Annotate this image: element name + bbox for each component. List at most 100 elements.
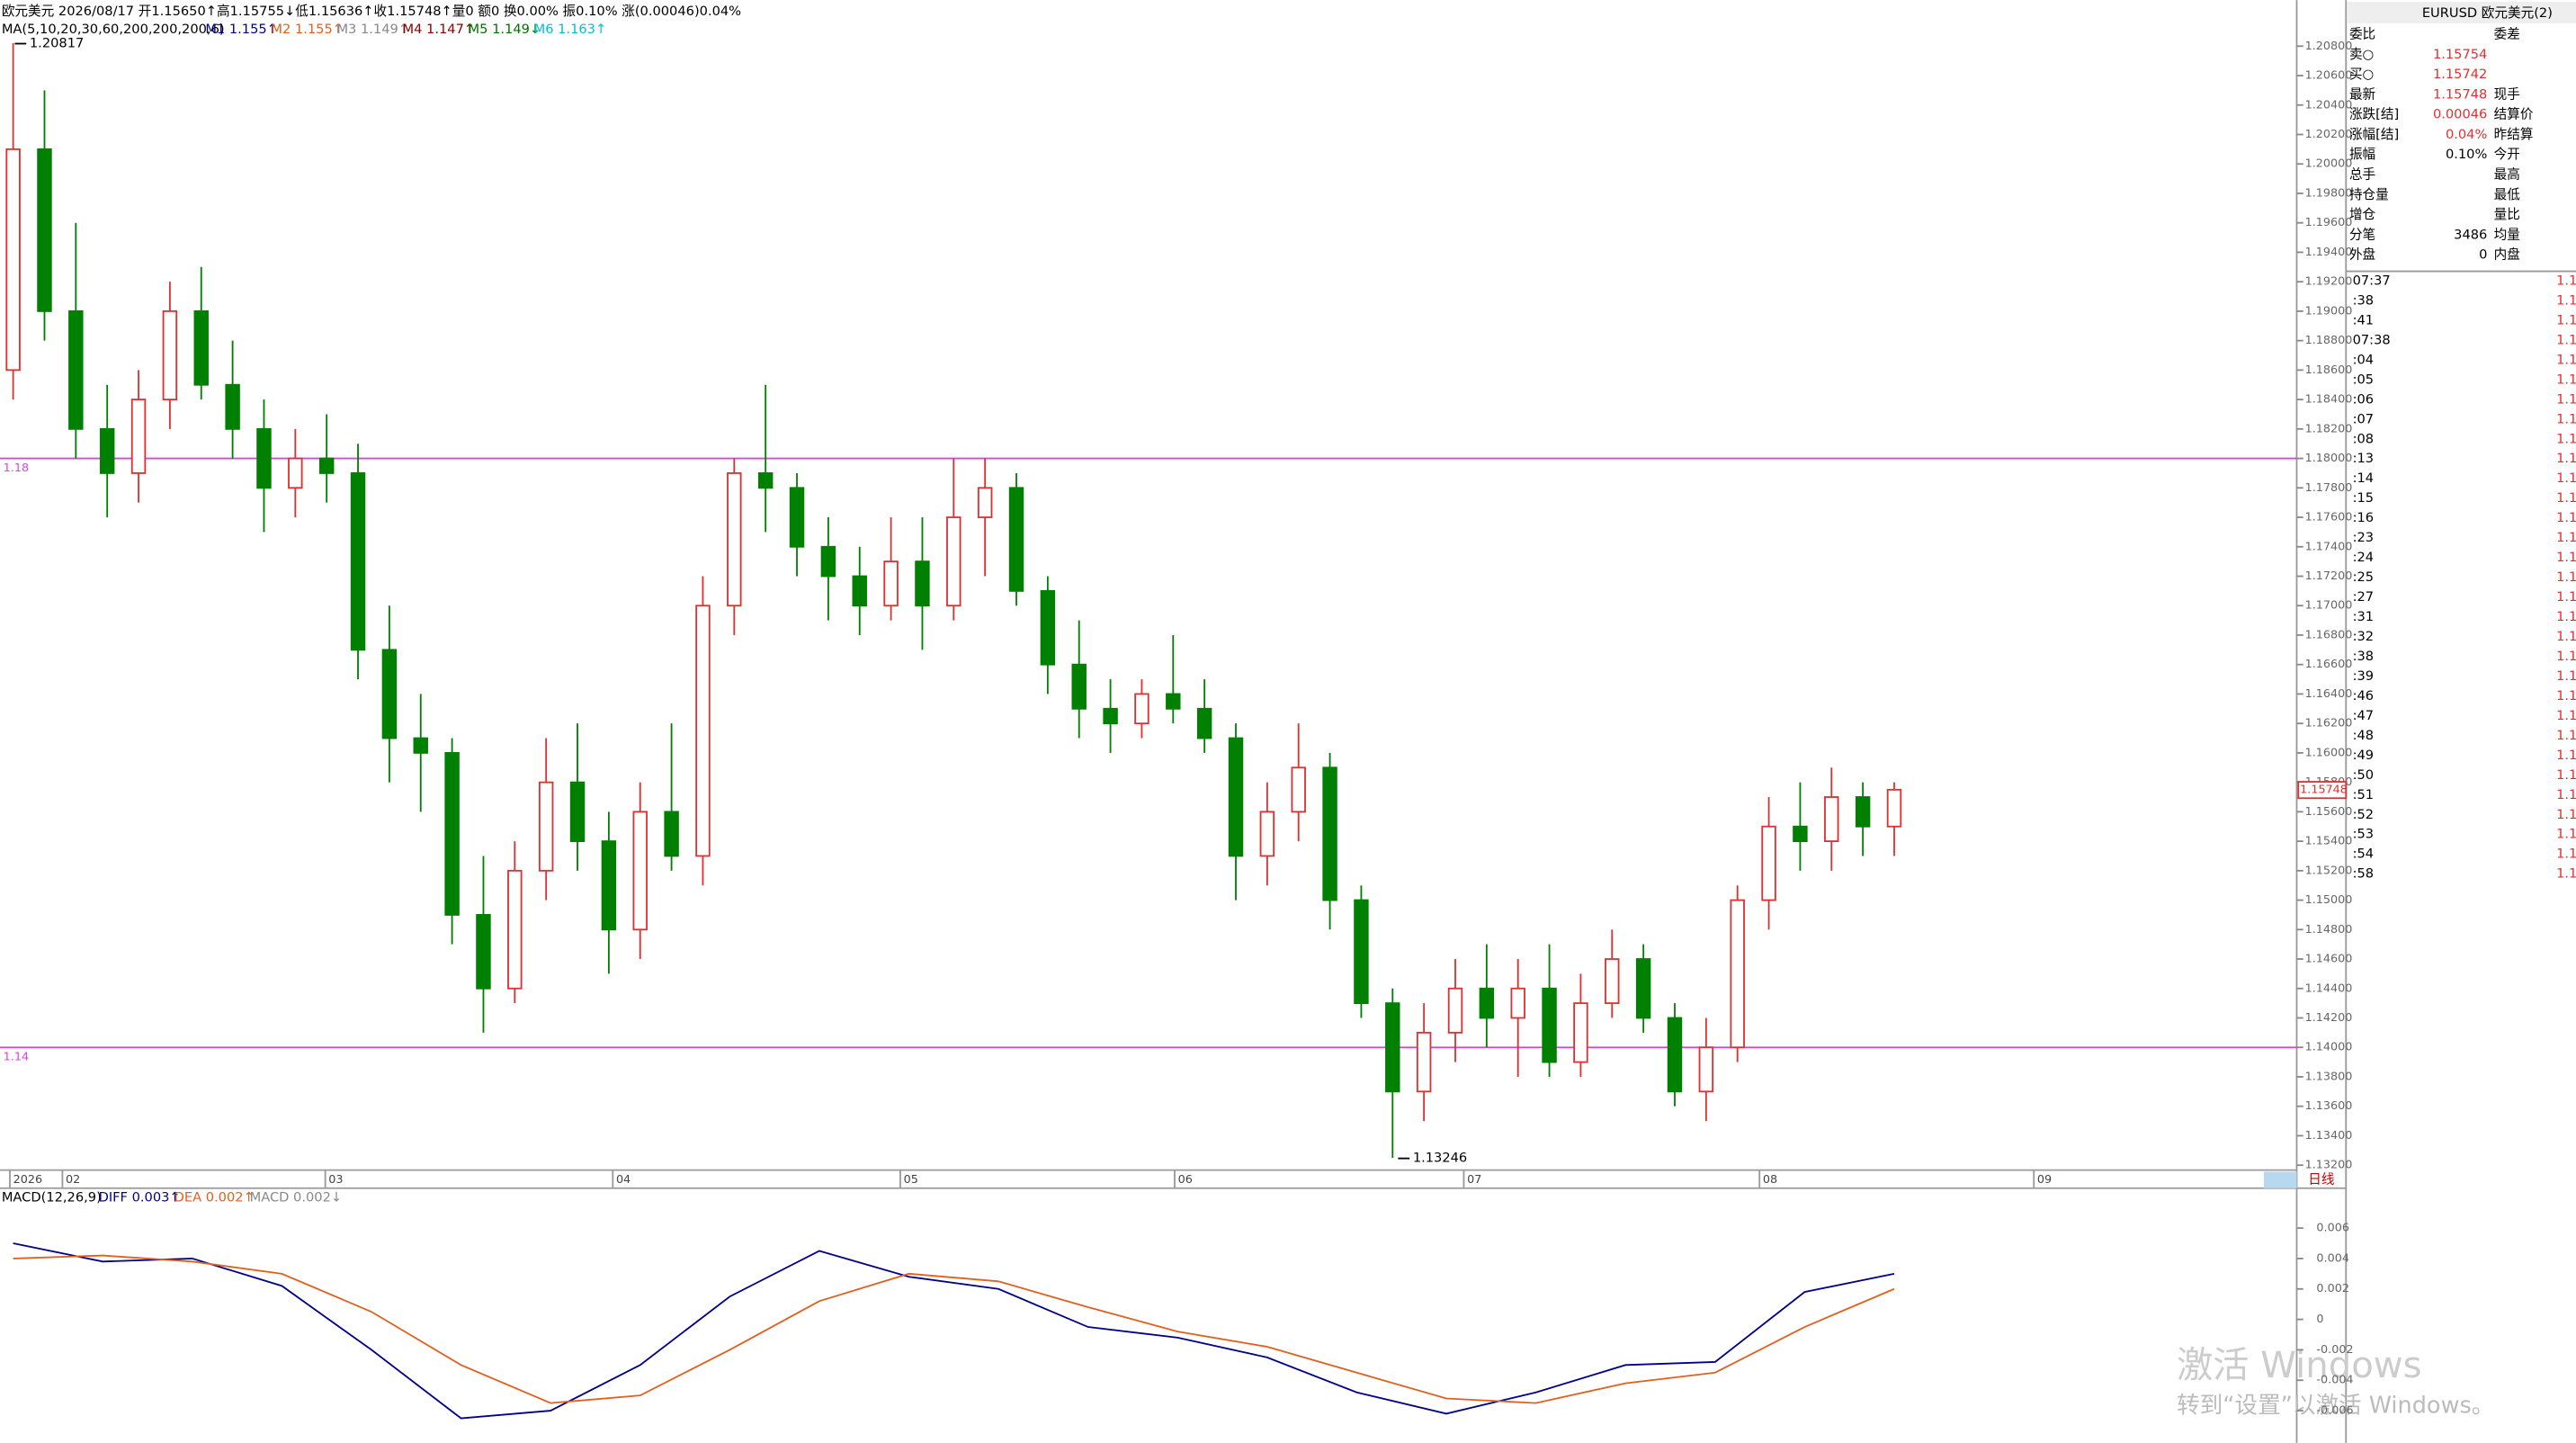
- y-tick-label: 1.17200: [2305, 569, 2353, 583]
- y-tick-label: 1.16800: [2305, 628, 2353, 641]
- tick-price: 1.1: [2556, 471, 2576, 486]
- low-label: 1.13246: [1413, 1151, 1467, 1166]
- tick-time: :38: [2353, 649, 2375, 664]
- tick-price: 1.1: [2556, 550, 2576, 565]
- quote-label: 涨幅[结]: [2349, 127, 2399, 142]
- tick-time: :14: [2353, 471, 2375, 486]
- y-tick-label: 1.13400: [2305, 1129, 2353, 1143]
- quote-label: 委差: [2494, 27, 2520, 42]
- quote-label: 总手: [2349, 166, 2375, 182]
- candle-body: [5, 148, 21, 372]
- candle-body: [1228, 737, 1244, 857]
- candle-body: [789, 487, 805, 548]
- tick-time: :52: [2353, 807, 2375, 822]
- candle-body: [664, 811, 679, 857]
- quote-label: 量比: [2494, 207, 2520, 222]
- quote-label: 现手: [2494, 86, 2520, 102]
- x-tick-label: 07: [1467, 1173, 1481, 1187]
- quote-label: 委比: [2349, 27, 2375, 42]
- tick-price: 1.1: [2556, 292, 2576, 308]
- y-tick-label: 1.19200: [2305, 275, 2353, 289]
- watermark: 转到“设置”以激活 Windows。: [2177, 1393, 2494, 1420]
- period-tab[interactable]: 日线: [2308, 1172, 2335, 1188]
- tick-time: :23: [2353, 530, 2375, 545]
- x-tick-label: 2026: [13, 1173, 43, 1187]
- candle-body: [538, 781, 554, 872]
- candle-body: [476, 914, 491, 990]
- tick-price: 1.1: [2556, 391, 2576, 407]
- tick-price: 1.1: [2556, 767, 2576, 783]
- y-tick-label: 1.17800: [2305, 481, 2353, 495]
- tick-price: 1.1: [2556, 510, 2576, 525]
- watermark: 激活 Windows: [2177, 1345, 2421, 1386]
- quote-label: 买○: [2349, 67, 2374, 82]
- tick-time: 07:38: [2353, 332, 2391, 347]
- x-tick-label: 04: [616, 1173, 631, 1187]
- tick-price: 1.1: [2556, 352, 2576, 367]
- tick-price: 1.1: [2556, 728, 2576, 743]
- tick-price: 1.1: [2556, 847, 2576, 862]
- tick-time: :46: [2353, 688, 2375, 704]
- quote-title: EURUSD 欧元美元(2): [2422, 5, 2553, 21]
- y-tick-label: 1.18200: [2305, 422, 2353, 435]
- y-tick-label: 0.002: [2316, 1282, 2349, 1295]
- candle-body: [1103, 707, 1118, 725]
- candle-body: [1322, 766, 1337, 901]
- macd-item: MACD 0.002↓: [250, 1190, 343, 1205]
- y-tick-label: -0.002: [2316, 1343, 2353, 1357]
- y-tick-label: 1.19400: [2305, 246, 2353, 259]
- candle-body: [1259, 811, 1275, 857]
- y-tick-label: 1.13800: [2305, 1070, 2353, 1083]
- candle-body: [1698, 1046, 1714, 1093]
- tick-price: 1.1: [2556, 372, 2576, 387]
- quote-label: 增仓: [2349, 207, 2376, 222]
- tick-time: :24: [2353, 550, 2375, 565]
- quote-label: 昨结算: [2494, 127, 2534, 142]
- x-tick-label: 08: [1763, 1173, 1777, 1187]
- y-tick-label: 1.20400: [2305, 98, 2353, 112]
- macd-diff: [13, 1242, 1895, 1420]
- tick-time: :25: [2353, 569, 2375, 585]
- candle-body: [1730, 899, 1745, 1049]
- y-tick-label: 1.19000: [2305, 304, 2353, 318]
- quote-value: 3486: [2454, 227, 2487, 242]
- candle-body: [977, 487, 993, 518]
- tick-price: 1.1: [2556, 451, 2576, 466]
- tick-time: :38: [2353, 292, 2375, 308]
- last-price: 1.15748: [2300, 784, 2348, 797]
- quote-label: 振幅: [2349, 147, 2375, 162]
- tick-price: 1.1: [2556, 629, 2576, 644]
- ma-item: M5 1.149↓: [469, 22, 541, 37]
- candle-body: [1761, 825, 1776, 901]
- quote-value: 0.00046: [2433, 107, 2487, 122]
- candle-body: [1573, 1002, 1588, 1063]
- ma-item: M1 1.155↑: [205, 22, 278, 37]
- candle-body: [1385, 1002, 1400, 1093]
- tick-price: 1.1: [2556, 589, 2576, 605]
- candle-body: [130, 399, 147, 474]
- tick-price: 1.1: [2556, 748, 2576, 763]
- tick-price: 1.1: [2556, 807, 2576, 822]
- ma-item: M2 1.155↑: [271, 22, 344, 37]
- quote-label: 最低: [2494, 187, 2521, 202]
- quote-label: 持仓量: [2349, 187, 2389, 202]
- candle-body: [1354, 899, 1369, 1005]
- ma-item: M6 1.163↑: [534, 22, 607, 37]
- candle-body: [1040, 589, 1056, 666]
- period-tab-bg[interactable]: [2263, 1171, 2297, 1188]
- tick-time: :39: [2353, 668, 2375, 684]
- y-tick-label: 1.15400: [2305, 835, 2353, 848]
- candle-body: [727, 472, 742, 607]
- candle-body: [1071, 663, 1087, 710]
- tick-time: :05: [2353, 372, 2375, 387]
- quote-label: 结算价: [2494, 107, 2534, 122]
- candle-body: [350, 472, 366, 651]
- candle-body: [946, 516, 962, 607]
- candle-body: [1416, 1031, 1432, 1093]
- y-tick-label: 0.004: [2316, 1251, 2349, 1265]
- ma-item: M3 1.149↑: [336, 22, 409, 37]
- tick-time: :15: [2353, 490, 2375, 506]
- quote-label: 今开: [2494, 147, 2520, 162]
- x-tick-label: 09: [2037, 1173, 2052, 1187]
- tick-time: :41: [2353, 312, 2375, 327]
